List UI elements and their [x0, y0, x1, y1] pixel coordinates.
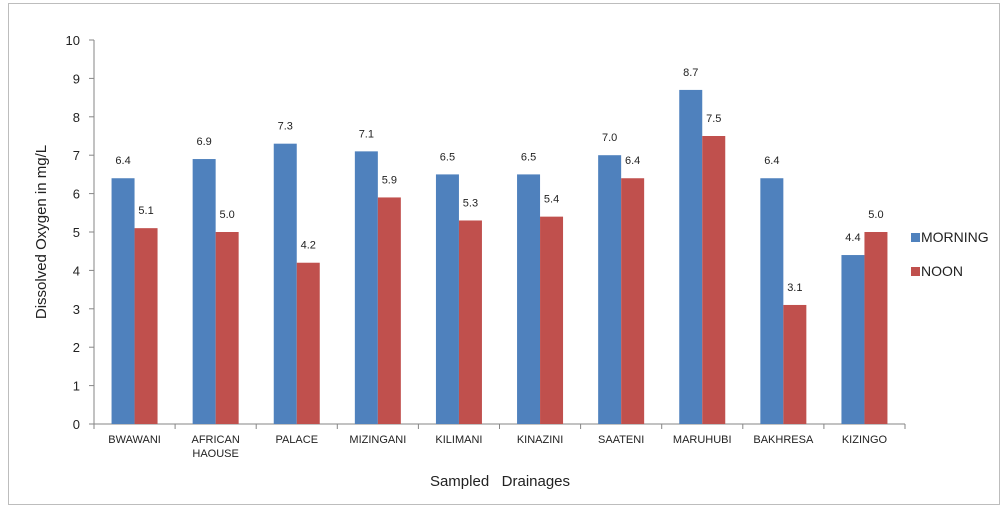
- data-label: 5.9: [382, 174, 397, 186]
- chart-frame: [8, 3, 1000, 505]
- bar-noon: [215, 232, 239, 424]
- bar-morning: [273, 143, 297, 424]
- y-tick-label: 5: [73, 225, 80, 240]
- x-category-label: KILIMANI: [435, 434, 482, 446]
- y-tick-label: 8: [73, 110, 80, 125]
- y-tick-label: 1: [73, 379, 80, 394]
- bar-morning: [598, 155, 622, 424]
- bar-morning: [517, 174, 541, 424]
- data-label: 5.0: [868, 209, 883, 221]
- x-category-label: SAATENI: [598, 434, 644, 446]
- x-category-label: MIZINGANI: [349, 434, 406, 446]
- x-category-label: MARUHUBI: [673, 434, 732, 446]
- bar-noon: [458, 220, 482, 424]
- bar-noon: [134, 228, 158, 424]
- bar-noon: [621, 178, 645, 424]
- data-label: 6.5: [440, 151, 455, 163]
- legend-label-noon: NOON: [921, 263, 963, 279]
- y-tick-label: 9: [73, 71, 80, 86]
- data-label: 6.4: [764, 155, 779, 167]
- x-category-label: BAKHRESA: [753, 434, 814, 446]
- data-label: 3.1: [787, 282, 802, 294]
- bar-morning: [760, 178, 784, 424]
- x-category-label: HAOUSE: [192, 448, 238, 460]
- y-tick-label: 7: [73, 148, 80, 163]
- x-axis-title: Sampled Drainages: [430, 473, 570, 490]
- x-category-label: KINAZINI: [517, 434, 563, 446]
- data-label: 5.3: [463, 197, 478, 209]
- y-tick-label: 6: [73, 187, 80, 202]
- bar-noon: [540, 216, 564, 424]
- bar-morning: [192, 159, 216, 425]
- bar-morning: [111, 178, 135, 424]
- data-label: 8.7: [683, 67, 698, 79]
- data-label: 5.0: [220, 209, 235, 221]
- x-category-label: AFRICAN: [192, 434, 240, 446]
- bar-morning: [679, 89, 703, 425]
- y-tick-label: 10: [66, 33, 80, 48]
- data-label: 5.1: [138, 205, 153, 217]
- data-label: 7.5: [706, 113, 721, 125]
- bar-morning: [354, 151, 378, 425]
- legend-swatch-morning: [911, 233, 920, 242]
- y-tick-label: 3: [73, 302, 80, 317]
- data-label: 7.0: [602, 132, 617, 144]
- y-axis-title: Dissolved Oxygen in mg/L: [33, 145, 50, 319]
- bar-noon: [377, 197, 401, 424]
- bar-noon: [702, 136, 726, 424]
- data-label: 4.4: [845, 232, 860, 244]
- bar-noon: [783, 304, 807, 424]
- x-category-label: PALACE: [275, 434, 318, 446]
- data-label: 4.2: [301, 240, 316, 252]
- legend-swatch-noon: [911, 267, 920, 276]
- data-label: 6.4: [625, 155, 640, 167]
- y-tick-label: 0: [73, 417, 80, 432]
- data-label: 6.4: [115, 155, 130, 167]
- data-label: 7.3: [278, 121, 293, 133]
- bar-noon: [296, 262, 320, 424]
- y-tick-label: 2: [73, 340, 80, 355]
- data-label: 6.5: [521, 151, 536, 163]
- bar-morning: [435, 174, 459, 424]
- x-category-label: BWAWANI: [108, 434, 161, 446]
- x-category-label: KIZINGO: [842, 434, 888, 446]
- bar-noon: [864, 232, 888, 424]
- legend-label-morning: MORNING: [921, 229, 989, 245]
- y-tick-label: 4: [73, 263, 80, 278]
- data-label: 7.1: [359, 128, 374, 140]
- data-label: 5.4: [544, 194, 559, 206]
- bar-morning: [841, 255, 865, 424]
- data-label: 6.9: [197, 136, 212, 148]
